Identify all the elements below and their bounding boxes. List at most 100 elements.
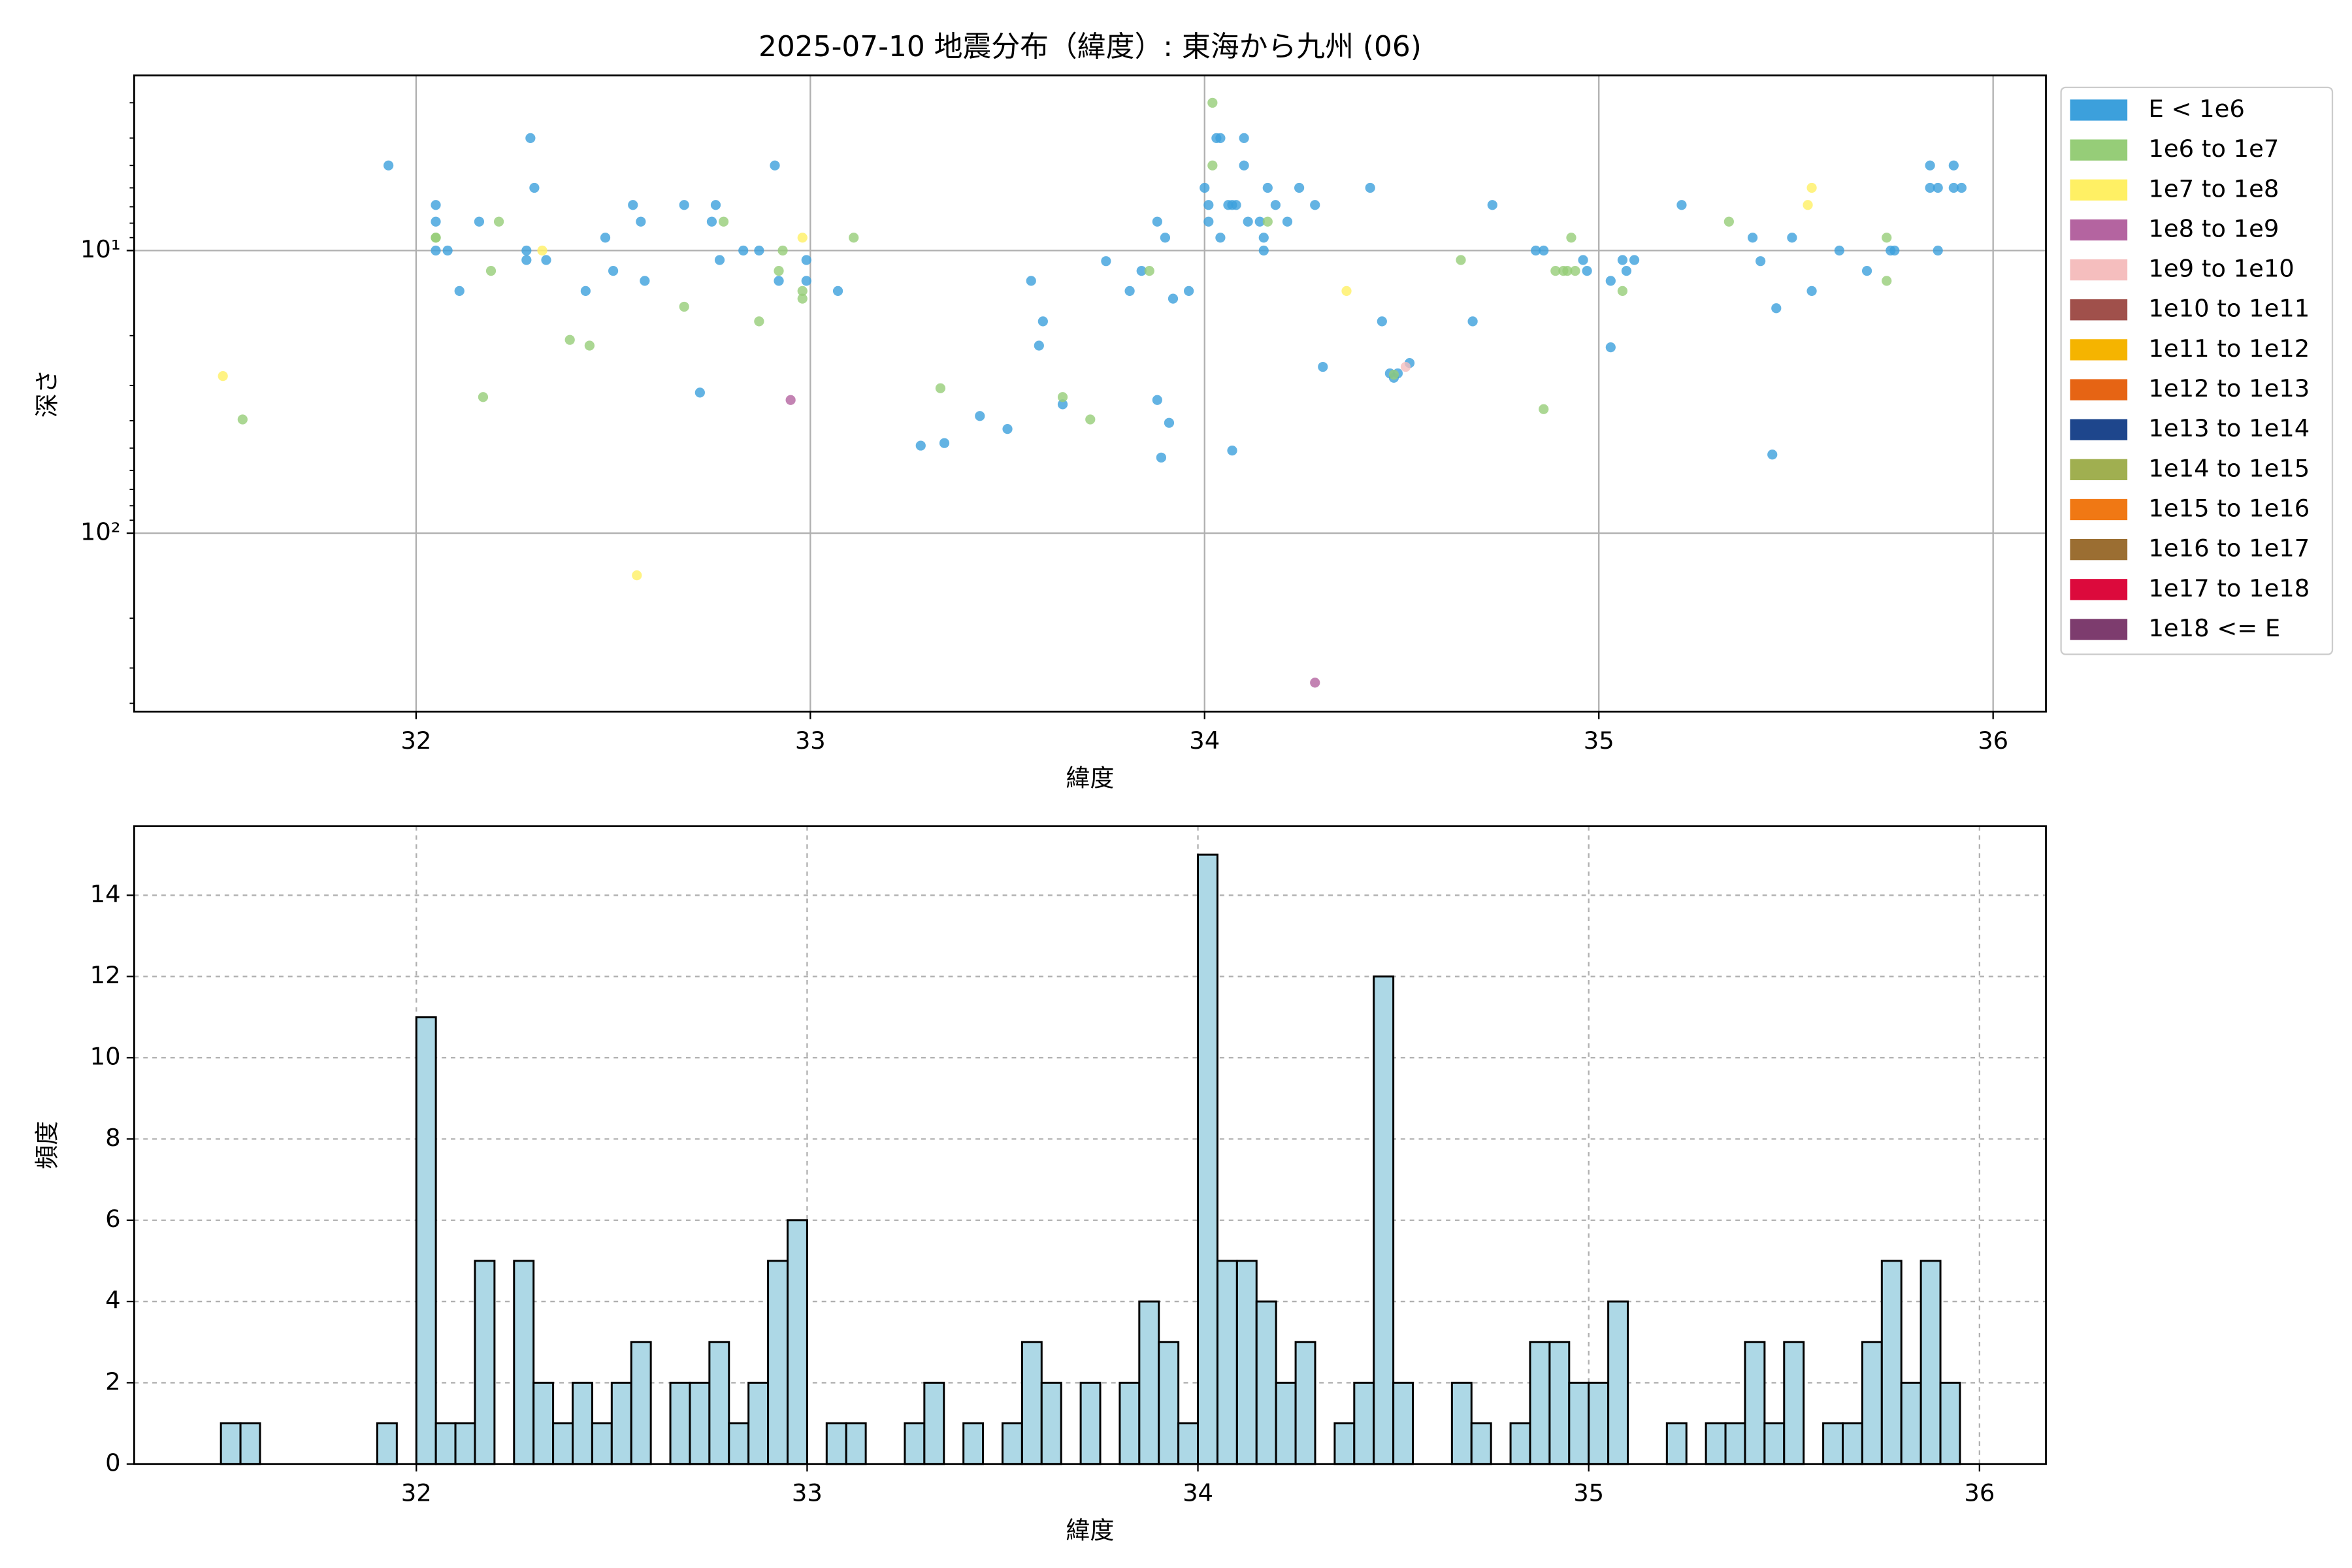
- bar: [825, 1422, 847, 1465]
- bar: [1158, 1341, 1180, 1465]
- bar: [1744, 1341, 1766, 1465]
- bar: [1665, 1422, 1688, 1465]
- legend-label: E < 1e6: [2148, 95, 2244, 123]
- y-tick-label: 4: [105, 1286, 120, 1315]
- bar: [1040, 1381, 1062, 1465]
- legend-label: 1e13 to 1e14: [2148, 414, 2310, 442]
- point: [1262, 216, 1273, 227]
- point: [383, 160, 394, 171]
- bar: [572, 1381, 593, 1465]
- point: [774, 276, 784, 286]
- y-tick-label: 10¹: [80, 235, 121, 263]
- point: [431, 200, 441, 210]
- point: [1933, 245, 1943, 256]
- point: [1787, 233, 1797, 243]
- legend-swatch: [2070, 579, 2128, 600]
- point: [1310, 200, 1320, 210]
- bar: [1939, 1381, 1961, 1465]
- bar: [239, 1422, 261, 1465]
- legend-label: 1e16 to 1e17: [2148, 534, 2310, 563]
- point: [1057, 399, 1068, 410]
- bar: [669, 1381, 691, 1465]
- point: [1164, 417, 1175, 428]
- point: [521, 255, 532, 265]
- legend-swatch: [2070, 498, 2128, 521]
- point: [1057, 392, 1068, 402]
- point: [935, 383, 946, 393]
- x-tick-label: 34: [1183, 1478, 1213, 1507]
- y-tick-label: 0: [105, 1448, 120, 1477]
- point: [237, 414, 248, 425]
- point: [1531, 245, 1541, 256]
- point: [1882, 276, 1892, 286]
- point: [797, 286, 808, 296]
- point: [485, 265, 497, 276]
- bar: [1724, 1422, 1746, 1465]
- point: [1617, 255, 1628, 265]
- bar: [552, 1422, 574, 1465]
- bar: [728, 1422, 750, 1465]
- point: [1882, 233, 1892, 243]
- point: [1605, 342, 1616, 353]
- point: [1037, 316, 1048, 327]
- point: [1400, 361, 1411, 372]
- bar: [904, 1422, 926, 1465]
- point: [1282, 216, 1293, 227]
- point: [832, 286, 843, 296]
- point: [1834, 245, 1844, 256]
- point: [1270, 200, 1281, 210]
- point: [679, 200, 689, 210]
- point: [1002, 424, 1013, 434]
- point: [801, 276, 811, 286]
- bar: [747, 1381, 770, 1465]
- point: [797, 233, 808, 243]
- bar: [1373, 975, 1395, 1465]
- bar: [415, 1016, 437, 1465]
- point: [1243, 216, 1253, 227]
- point: [1203, 216, 1214, 227]
- point: [1617, 286, 1628, 296]
- legend-label: 1e17 to 1e18: [2148, 574, 2310, 602]
- point: [1948, 182, 1959, 193]
- point: [541, 255, 551, 265]
- point: [774, 265, 784, 276]
- bar: [610, 1381, 632, 1465]
- point: [1239, 133, 1249, 143]
- point: [710, 200, 721, 210]
- point: [718, 216, 729, 227]
- bar: [1607, 1300, 1629, 1465]
- x-tick-label: 32: [400, 727, 431, 755]
- chart-title: 2025-07-10 地震分布（緯度）: 東海から九州 (06): [759, 30, 1422, 63]
- point: [1467, 316, 1478, 327]
- bar: [1900, 1381, 1922, 1465]
- bar: [1548, 1341, 1571, 1465]
- point: [754, 316, 764, 327]
- point: [493, 216, 504, 227]
- point: [1152, 216, 1162, 227]
- point: [1215, 133, 1226, 143]
- point: [1152, 395, 1162, 405]
- point: [474, 216, 485, 227]
- y-tick-label: 12: [90, 961, 121, 989]
- bar: [1568, 1381, 1590, 1465]
- point: [640, 276, 650, 286]
- point: [632, 570, 642, 581]
- point: [1562, 265, 1573, 276]
- bar: [1529, 1341, 1551, 1465]
- point: [1160, 233, 1171, 243]
- point: [706, 216, 717, 227]
- x-tick-label: 35: [1573, 1478, 1604, 1507]
- y-tick-label: 14: [90, 880, 121, 908]
- point: [1806, 182, 1817, 193]
- point: [1085, 414, 1096, 425]
- point: [777, 245, 788, 256]
- y-tick-label: 6: [105, 1205, 120, 1233]
- point: [442, 245, 453, 256]
- point: [849, 233, 859, 243]
- point: [1578, 255, 1588, 265]
- legend-label: 1e12 to 1e13: [2148, 374, 2310, 402]
- point: [785, 395, 796, 405]
- point: [1539, 404, 1549, 414]
- point: [1215, 233, 1226, 243]
